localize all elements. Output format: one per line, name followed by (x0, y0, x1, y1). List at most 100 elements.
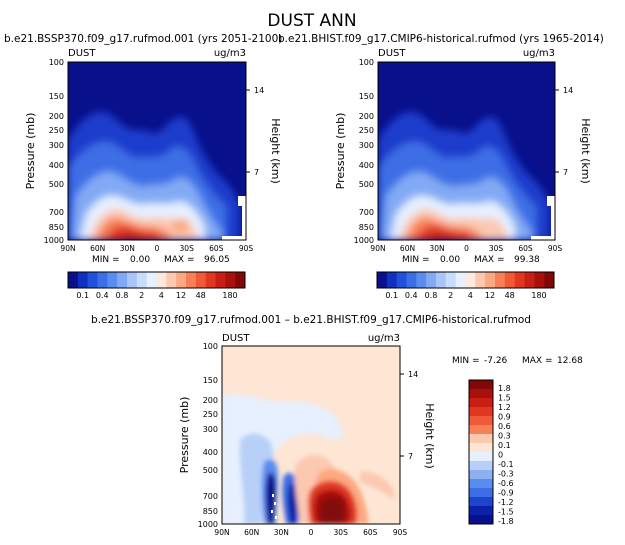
ytick-label: 1000 (354, 236, 374, 245)
colorbar-label: 48 (505, 291, 515, 300)
panel-historical: b.e21.BHIST.f09_g17.CMIP6-historical.ruf… (278, 33, 604, 300)
colorbar-frame (376, 271, 555, 289)
height-tick-label: 7 (408, 452, 413, 461)
colorbar-swatch (534, 272, 545, 288)
xtick-label: 60N (244, 528, 259, 537)
panel-difference-colorbar (468, 379, 494, 525)
colorbar-label: 12 (176, 291, 186, 300)
colorbar-label: 0.3 (498, 432, 511, 441)
panel-historical-ylabel: Pressure (mb) (334, 113, 347, 190)
colorbar-label: -0.6 (498, 479, 514, 488)
ytick-label: 150 (359, 92, 374, 101)
colorbar-swatch (166, 272, 177, 288)
ytick-label: 250 (359, 126, 374, 135)
colorbar-swatch (97, 272, 108, 288)
ytick-label: 1000 (198, 520, 218, 529)
panel-ssp370-min-value: 0.00 (130, 255, 150, 265)
panel-historical-ylabel-right: Height (km) (579, 118, 592, 184)
colorbar-swatch (469, 434, 493, 444)
ytick-label: 100 (359, 58, 374, 67)
panel-ssp370-ylabel-right: Height (km) (269, 118, 282, 184)
ytick-label: 250 (203, 410, 218, 419)
panel-historical-units: ug/m3 (523, 48, 555, 59)
xtick-label: 30N (120, 244, 135, 253)
panel-difference-ylabel-right: Height (km) (423, 403, 436, 469)
colorbar-swatch (77, 272, 88, 288)
colorbar-label: -1.2 (498, 498, 514, 507)
colorbar-swatch (225, 272, 236, 288)
panel-ssp370-subtitle: b.e21.BSSP370.f09_g17.rufmod.001 (yrs 20… (4, 33, 282, 45)
panel-difference-ylabel: Pressure (mb) (178, 397, 191, 474)
colorbar-label: 2 (139, 291, 144, 300)
height-tick-label: 7 (563, 168, 568, 177)
xtick-label: 30N (274, 528, 289, 537)
figure-title: DUST ANN (267, 11, 356, 31)
colorbar-swatch (107, 272, 118, 288)
colorbar-swatch (485, 272, 496, 288)
xtick-label: 30S (489, 244, 504, 253)
panel-historical-max-label: MAX = (474, 255, 505, 265)
colorbar-swatch (445, 272, 456, 288)
colorbar-swatch (469, 470, 493, 480)
panel-historical-yaxis: 100 150 200 250 300 400 500 700 850 1000 (354, 58, 374, 245)
xtick-label: 0 (155, 244, 160, 253)
colorbar-swatch (469, 425, 493, 435)
xtick-label: 60N (400, 244, 415, 253)
colorbar-label: 1.8 (498, 384, 511, 393)
colorbar-swatch (235, 272, 246, 288)
colorbar-swatch (469, 506, 493, 516)
panel-difference-min-value: -7.26 (484, 356, 508, 366)
xtick-label: 30S (334, 528, 349, 537)
ytick-label: 100 (49, 58, 64, 67)
panel-difference-max-value: 12.68 (557, 356, 583, 366)
colorbar-swatch (495, 272, 506, 288)
colorbar-label: 1.5 (498, 394, 511, 403)
colorbar-swatch (469, 479, 493, 489)
colorbar-swatch (544, 272, 555, 288)
ytick-label: 300 (203, 425, 218, 434)
panel-historical-xaxis: 90N 60N 30N 0 30S 60S 90S (370, 244, 562, 253)
colorbar-swatch (469, 407, 493, 417)
ytick-label: 500 (203, 466, 218, 475)
panel-ssp370-ylabel: Pressure (mb) (24, 113, 37, 190)
xtick-label: 90S (393, 528, 408, 537)
colorbar-swatch (68, 272, 79, 288)
panel-historical-min-label: MIN = (402, 255, 430, 265)
panel-difference-yaxis: 100 150 200 250 300 400 500 700 850 1000 (198, 342, 218, 529)
xtick-label: 90N (214, 528, 229, 537)
colorbar-label: -1.5 (498, 508, 514, 517)
ytick-label: 700 (203, 492, 218, 501)
ytick-label: 400 (203, 448, 218, 457)
ytick-label: 100 (203, 342, 218, 351)
colorbar-label: 0.1 (498, 441, 511, 450)
colorbar-swatch (396, 272, 407, 288)
colorbar-swatch (136, 272, 147, 288)
xtick-label: 90S (548, 244, 563, 253)
panel-ssp370-xaxis: 90N 60N 30N 0 30S 60S 90S (60, 244, 253, 253)
ytick-label: 1000 (44, 236, 64, 245)
ytick-label: 850 (359, 223, 374, 232)
xtick-label: 0 (464, 244, 469, 253)
ytick-label: 200 (359, 112, 374, 121)
panel-historical-max-value: 99.38 (514, 255, 540, 265)
xtick-label: 30S (180, 244, 195, 253)
colorbar-swatch (475, 272, 486, 288)
ytick-label: 500 (359, 180, 374, 189)
colorbar-swatch (469, 443, 493, 453)
panel-difference: b.e21.BSSP370.f09_g17.rufmod.001 – b.e21… (91, 314, 583, 537)
xtick-label: 30N (429, 244, 444, 253)
panel-difference-min-label: MIN = (452, 356, 480, 366)
colorbar-label: 2 (448, 291, 453, 300)
colorbar-swatch (469, 380, 493, 390)
colorbar-swatch (469, 398, 493, 408)
panel-difference-xaxis: 90N 60N 30N 0 30S 60S 90S (214, 528, 407, 537)
xtick-label: 0 (309, 528, 314, 537)
colorbar-swatch (524, 272, 535, 288)
panel-historical-min-value: 0.00 (440, 255, 460, 265)
colorbar-swatch (469, 488, 493, 498)
panel-difference-variable: DUST (222, 333, 250, 344)
height-tick-label: 7 (254, 168, 259, 177)
ytick-label: 700 (49, 208, 64, 217)
colorbar-label: 4 (159, 291, 164, 300)
panel-historical-field (378, 62, 555, 240)
